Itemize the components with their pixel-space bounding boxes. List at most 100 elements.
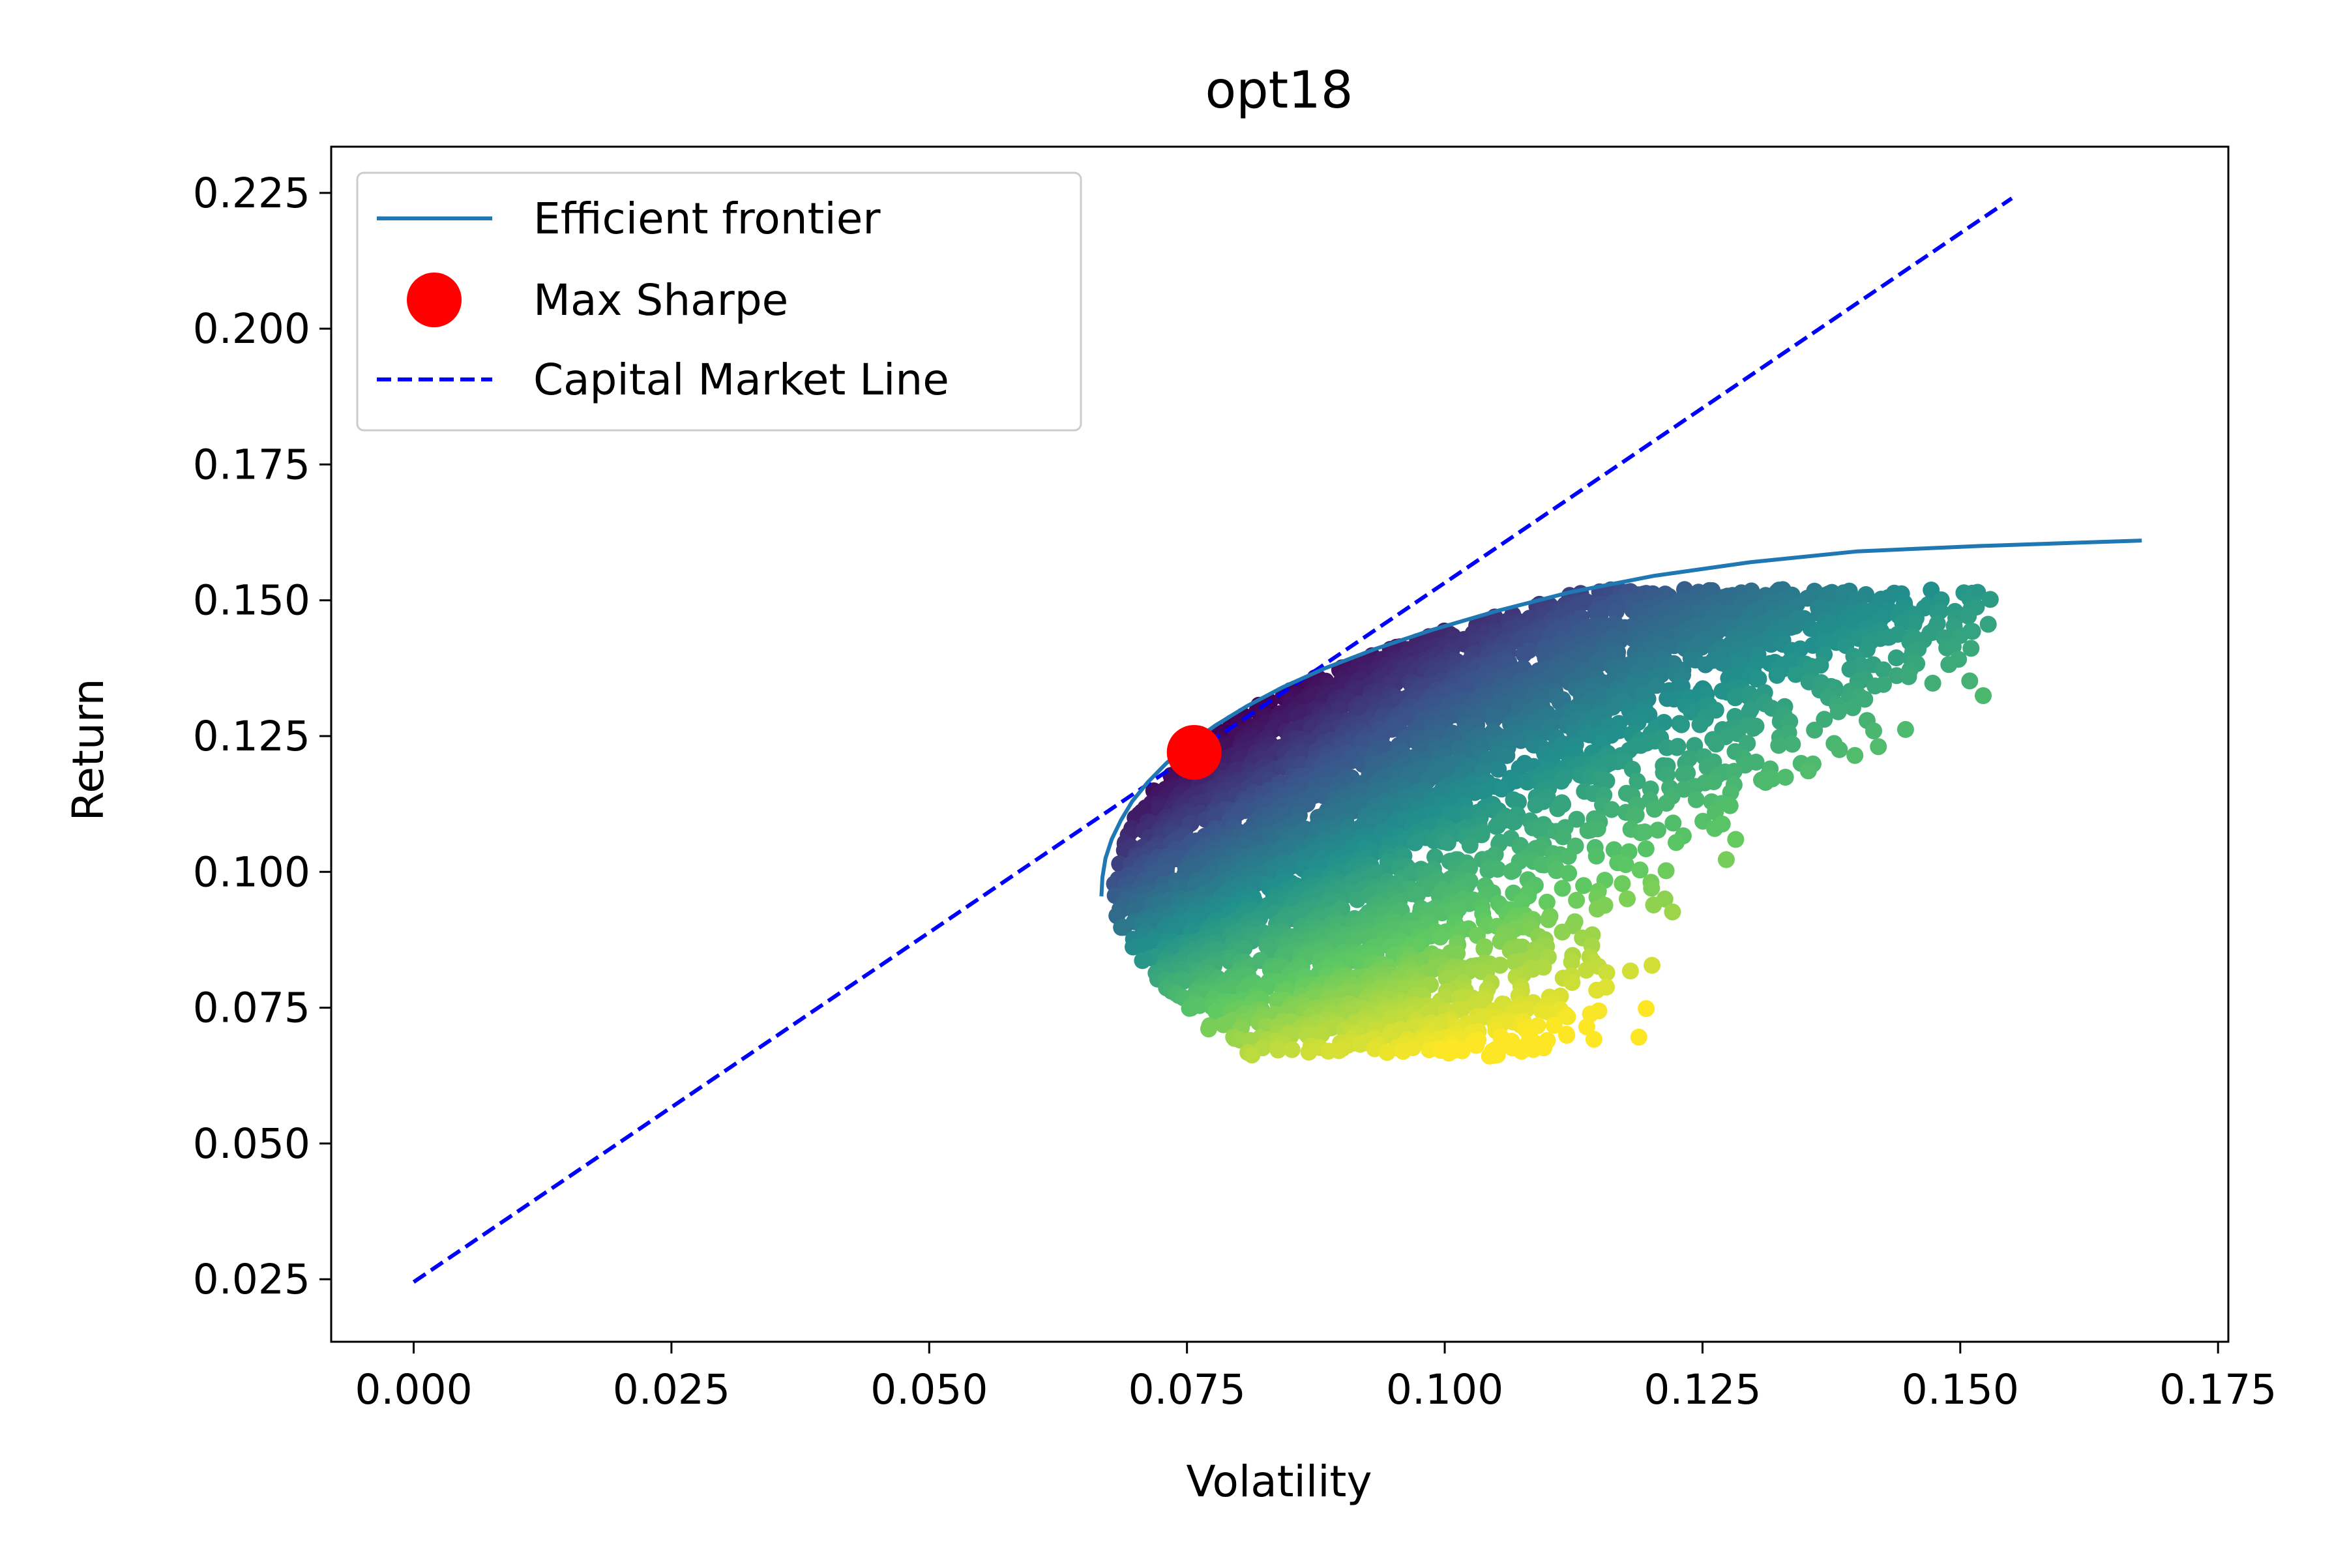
scatter-point bbox=[1691, 716, 1709, 733]
scatter-point bbox=[1330, 1042, 1348, 1059]
scatter-point bbox=[1638, 1000, 1655, 1017]
scatter-point bbox=[1510, 793, 1527, 810]
scatter-point bbox=[1687, 791, 1705, 808]
scatter-point bbox=[1450, 740, 1468, 758]
scatter-point bbox=[1540, 911, 1557, 928]
scatter-point bbox=[1518, 773, 1536, 791]
scatter-point bbox=[1170, 920, 1187, 938]
scatter-point bbox=[1558, 1027, 1576, 1044]
scatter-point bbox=[1602, 801, 1620, 818]
scatter-point bbox=[1598, 772, 1616, 790]
y-tick-label: 0.100 bbox=[193, 848, 310, 896]
scatter-point bbox=[1378, 1044, 1396, 1061]
scatter-point bbox=[1705, 773, 1722, 790]
scatter-point bbox=[1875, 675, 1892, 693]
x-tick-label: 0.075 bbox=[1128, 1366, 1245, 1413]
scatter-point bbox=[1200, 1020, 1217, 1038]
scatter-point bbox=[1799, 762, 1817, 780]
scatter-point bbox=[1806, 721, 1823, 739]
scatter-point bbox=[1505, 813, 1523, 831]
scatter-point bbox=[1283, 1041, 1301, 1058]
scatter-point bbox=[1777, 769, 1794, 786]
scatter-point bbox=[1395, 1043, 1412, 1060]
scatter-point bbox=[1657, 862, 1675, 880]
legend: Efficient frontier Max Sharpe Capital Mark… bbox=[356, 171, 1082, 432]
scatter-point bbox=[1552, 773, 1570, 790]
scatter-point bbox=[1461, 836, 1479, 854]
y-axis-label: Return bbox=[63, 678, 113, 821]
scatter-point bbox=[1940, 656, 1958, 673]
scatter-point bbox=[1300, 1043, 1318, 1061]
scatter-point bbox=[1587, 848, 1605, 865]
scatter-point bbox=[1787, 666, 1805, 683]
scatter-point bbox=[1964, 623, 1981, 640]
scatter-point bbox=[1554, 880, 1571, 897]
y-tick-label: 0.025 bbox=[193, 1256, 310, 1303]
legend-label: Max Sharpe bbox=[533, 275, 788, 325]
scatter-point bbox=[1475, 940, 1493, 958]
y-tick-label: 0.225 bbox=[193, 170, 310, 217]
scatter-point bbox=[1243, 1046, 1261, 1064]
scatter-point bbox=[1683, 703, 1700, 720]
scatter-point bbox=[1490, 760, 1507, 778]
scatter-point bbox=[1757, 774, 1775, 791]
scatter-point bbox=[1527, 796, 1544, 814]
scatter-point bbox=[1697, 656, 1714, 673]
y-tick-label: 0.150 bbox=[193, 577, 310, 625]
legend-label: Capital Market Line bbox=[533, 355, 949, 405]
scatter-point bbox=[1649, 821, 1666, 839]
scatter-point bbox=[1745, 720, 1762, 737]
scatter-point bbox=[1844, 699, 1861, 717]
scatter-point bbox=[1630, 1028, 1647, 1046]
scatter-point bbox=[1865, 722, 1882, 739]
scatter-point bbox=[1726, 689, 1744, 707]
y-tick-label: 0.175 bbox=[193, 441, 310, 488]
scatter-point bbox=[1717, 851, 1735, 868]
scatter-point bbox=[1975, 687, 1992, 704]
scatter-point bbox=[1750, 670, 1767, 688]
x-tick-label: 0.050 bbox=[870, 1366, 988, 1413]
scatter-point bbox=[1924, 674, 1941, 692]
scatter-point bbox=[1538, 893, 1556, 911]
scatter-point bbox=[1432, 928, 1449, 946]
y-tick-label: 0.125 bbox=[193, 713, 310, 760]
legend-label: Efficient frontier bbox=[533, 194, 881, 244]
scatter-point bbox=[1439, 834, 1456, 851]
scatter-point bbox=[1598, 964, 1616, 981]
x-axis-label: Volatility bbox=[1186, 1457, 1372, 1507]
scatter-point bbox=[1488, 1046, 1506, 1063]
scatter-point bbox=[1831, 741, 1848, 758]
scatter-point bbox=[1673, 716, 1690, 733]
scatter-point bbox=[1588, 900, 1606, 918]
x-tick-label: 0.100 bbox=[1386, 1366, 1503, 1413]
scatter-point bbox=[1960, 608, 1977, 625]
scatter-point bbox=[1487, 818, 1505, 835]
scatter-point bbox=[1503, 863, 1520, 880]
scatter-point bbox=[1784, 735, 1801, 753]
scatter-point bbox=[1585, 1031, 1602, 1048]
scatter-point bbox=[1645, 896, 1662, 913]
chart-title: opt18 bbox=[1205, 61, 1353, 120]
scatter-point bbox=[1961, 672, 1979, 690]
scatter-point bbox=[1900, 668, 1917, 685]
scatter-point bbox=[1727, 831, 1745, 848]
scatter-point bbox=[1707, 735, 1725, 753]
scatter-point bbox=[1476, 783, 1494, 801]
scatter-point bbox=[1549, 800, 1567, 818]
scatter-point bbox=[1575, 877, 1593, 895]
scatter-point bbox=[1979, 615, 1997, 633]
scatter-point bbox=[1664, 903, 1681, 921]
scatter-point bbox=[1846, 747, 1864, 764]
scatter-point bbox=[1535, 958, 1552, 976]
scatter-point bbox=[1721, 797, 1739, 814]
scatter-point bbox=[1406, 834, 1424, 851]
scatter-point bbox=[1498, 747, 1516, 764]
max-sharpe-point bbox=[1166, 724, 1222, 780]
scatter-point bbox=[1559, 848, 1577, 865]
scatter-point bbox=[1706, 820, 1724, 837]
y-tick-label: 0.050 bbox=[193, 1120, 310, 1168]
x-tick-label: 0.025 bbox=[613, 1366, 730, 1413]
scatter-point bbox=[1560, 865, 1578, 882]
scatter-point bbox=[1646, 801, 1663, 818]
